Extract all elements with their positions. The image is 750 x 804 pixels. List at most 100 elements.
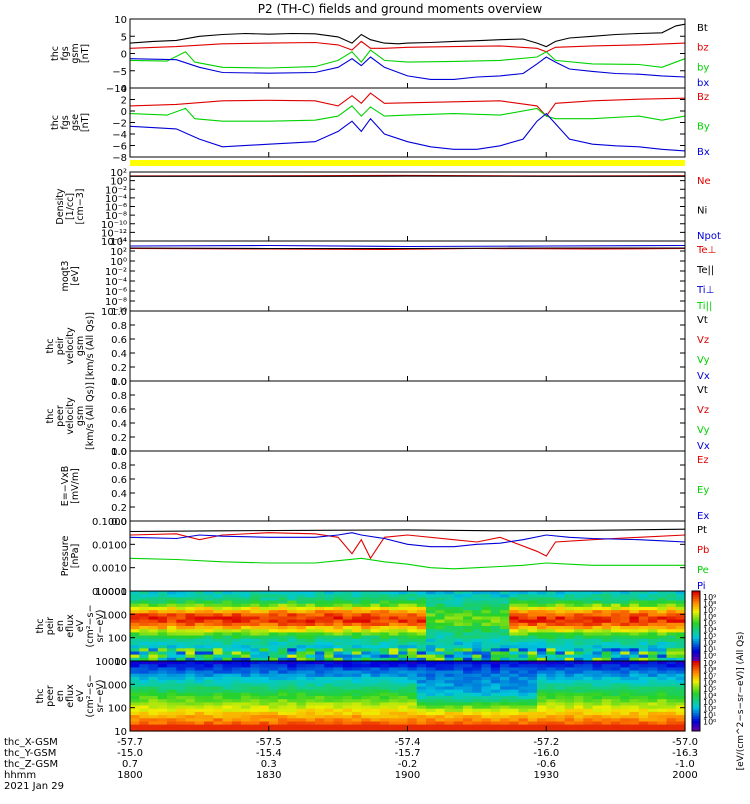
y-tick-label: −8 <box>112 153 127 164</box>
colorbar-cell <box>692 609 700 611</box>
y-tick-label: 0.2 <box>111 363 127 374</box>
x-row-value: 1930 <box>534 770 559 781</box>
x-row-label: thc_Z-GSM <box>4 759 58 770</box>
panel-frame <box>130 311 685 381</box>
colorbar-cell <box>692 673 700 675</box>
y-tick-label: 5 <box>121 32 127 43</box>
y-tick-label: 4 <box>121 84 127 95</box>
series-line-By <box>130 106 685 121</box>
y-tick-label: 0.2 <box>111 503 127 514</box>
x-row-value: 0.7 <box>122 759 138 770</box>
y-tick-label: 0.6 <box>111 475 127 486</box>
x-row-value: -15.7 <box>395 748 421 759</box>
colorbar-cell <box>692 607 700 609</box>
y-axis-label-line: [eV] <box>70 266 81 286</box>
y-tick-label: 10000 <box>95 587 127 598</box>
panel-frame <box>130 451 685 521</box>
x-row-value: 2000 <box>672 770 697 781</box>
colorbar-cell <box>692 659 700 661</box>
y-axis-label: moqt3[eV] <box>60 261 81 292</box>
colorbar-cell <box>692 623 700 625</box>
series-line-Pe <box>130 558 685 569</box>
x-row-value: -15.4 <box>256 748 282 759</box>
x-row-label: thc_X-GSM <box>4 737 58 748</box>
legend-label: Ey <box>697 485 709 496</box>
date-label: 2021 Jan 29 <box>4 781 64 792</box>
colorbar-cell <box>692 595 700 597</box>
colorbar-tick-label: 10⁰ <box>703 718 716 727</box>
y-axis-label: Density[1/cc][cm−3] <box>55 188 86 224</box>
y-tick-label: 0.1000 <box>92 517 127 528</box>
y-tick-label: −5 <box>112 67 127 78</box>
colorbar-cell <box>692 625 700 627</box>
y-axis-label-line: [nPa] <box>70 544 81 569</box>
y-tick-label: 0.4 <box>111 489 127 500</box>
y-tick-label: −6 <box>112 142 127 153</box>
x-row-value: 1900 <box>395 770 420 781</box>
y-tick-label: −2 <box>112 119 127 130</box>
legend-label: Vz <box>697 405 709 416</box>
colorbar-cell <box>692 641 700 643</box>
colorbar-cell <box>692 661 700 663</box>
colorbar-cell <box>692 717 700 719</box>
colorbar-title: [eV/(cm^2−s−sr−eV)] (All Qs) <box>736 632 746 771</box>
y-tick-label: 0.2 <box>111 433 127 444</box>
colorbar-cell <box>692 597 700 599</box>
series-line-Tt <box>130 248 685 249</box>
y-tick-label: 0.0100 <box>92 540 127 551</box>
x-row-value: -57.4 <box>395 737 421 748</box>
series-line-bx <box>130 57 685 79</box>
colorbar-cell <box>692 603 700 605</box>
x-row-value: -1.0 <box>675 759 695 770</box>
series-line-Bt <box>130 24 685 46</box>
panel-frame <box>130 521 685 591</box>
panel-frame <box>130 241 685 311</box>
y-tick-label: 1.0 <box>111 447 127 458</box>
y-tick-label: −4 <box>112 130 127 141</box>
x-axis-annotation: thc_X-GSM-57.7-57.5-57.4-57.2-57.0thc_Y-… <box>4 737 698 792</box>
colorbar-cell <box>692 685 700 687</box>
colorbar-cell <box>692 663 700 665</box>
colorbar-title-text: [eV/(cm^2−s−sr−eV)] (All Qs) <box>736 632 746 771</box>
legend-label: bx <box>697 78 709 89</box>
colorbar-cell <box>692 621 700 623</box>
y-tick-label: 1.0 <box>111 377 127 388</box>
y-tick-label: 10000 <box>95 657 127 668</box>
colorbar-cell <box>692 725 700 727</box>
y-tick-label: 100 <box>108 704 127 715</box>
legend-label: Pi <box>697 581 706 592</box>
colorbar-cell <box>692 719 700 721</box>
colorbar-cell <box>692 727 700 729</box>
legend-label: Ne <box>697 176 711 187</box>
colorbar-cell <box>692 617 700 619</box>
x-row-value: -15.0 <box>117 748 143 759</box>
colorbar-cell <box>692 675 700 677</box>
colorbar-cell <box>692 723 700 725</box>
legend-label: Ni <box>697 206 707 217</box>
colorbar-cell <box>692 683 700 685</box>
colorbar-cell <box>692 691 700 693</box>
legend-label: Vx <box>697 371 710 382</box>
panel-frame <box>130 88 685 157</box>
colorbar-cell <box>692 715 700 717</box>
legend-label: by <box>697 62 709 73</box>
colorbar-cell <box>692 655 700 657</box>
colorbar-cell <box>692 647 700 649</box>
colorbar-cell <box>692 627 700 629</box>
colorbar-cell <box>692 705 700 707</box>
colorbar-cell <box>692 697 700 699</box>
colorbar-cell <box>692 599 700 601</box>
colorbar-cell <box>692 649 700 651</box>
x-row-value: -16.0 <box>533 748 559 759</box>
y-axis-label-line: [mV/m] <box>70 468 81 504</box>
panel-frame <box>130 381 685 451</box>
x-row-label: hhmm <box>4 770 36 781</box>
colorbar-cell <box>692 699 700 701</box>
